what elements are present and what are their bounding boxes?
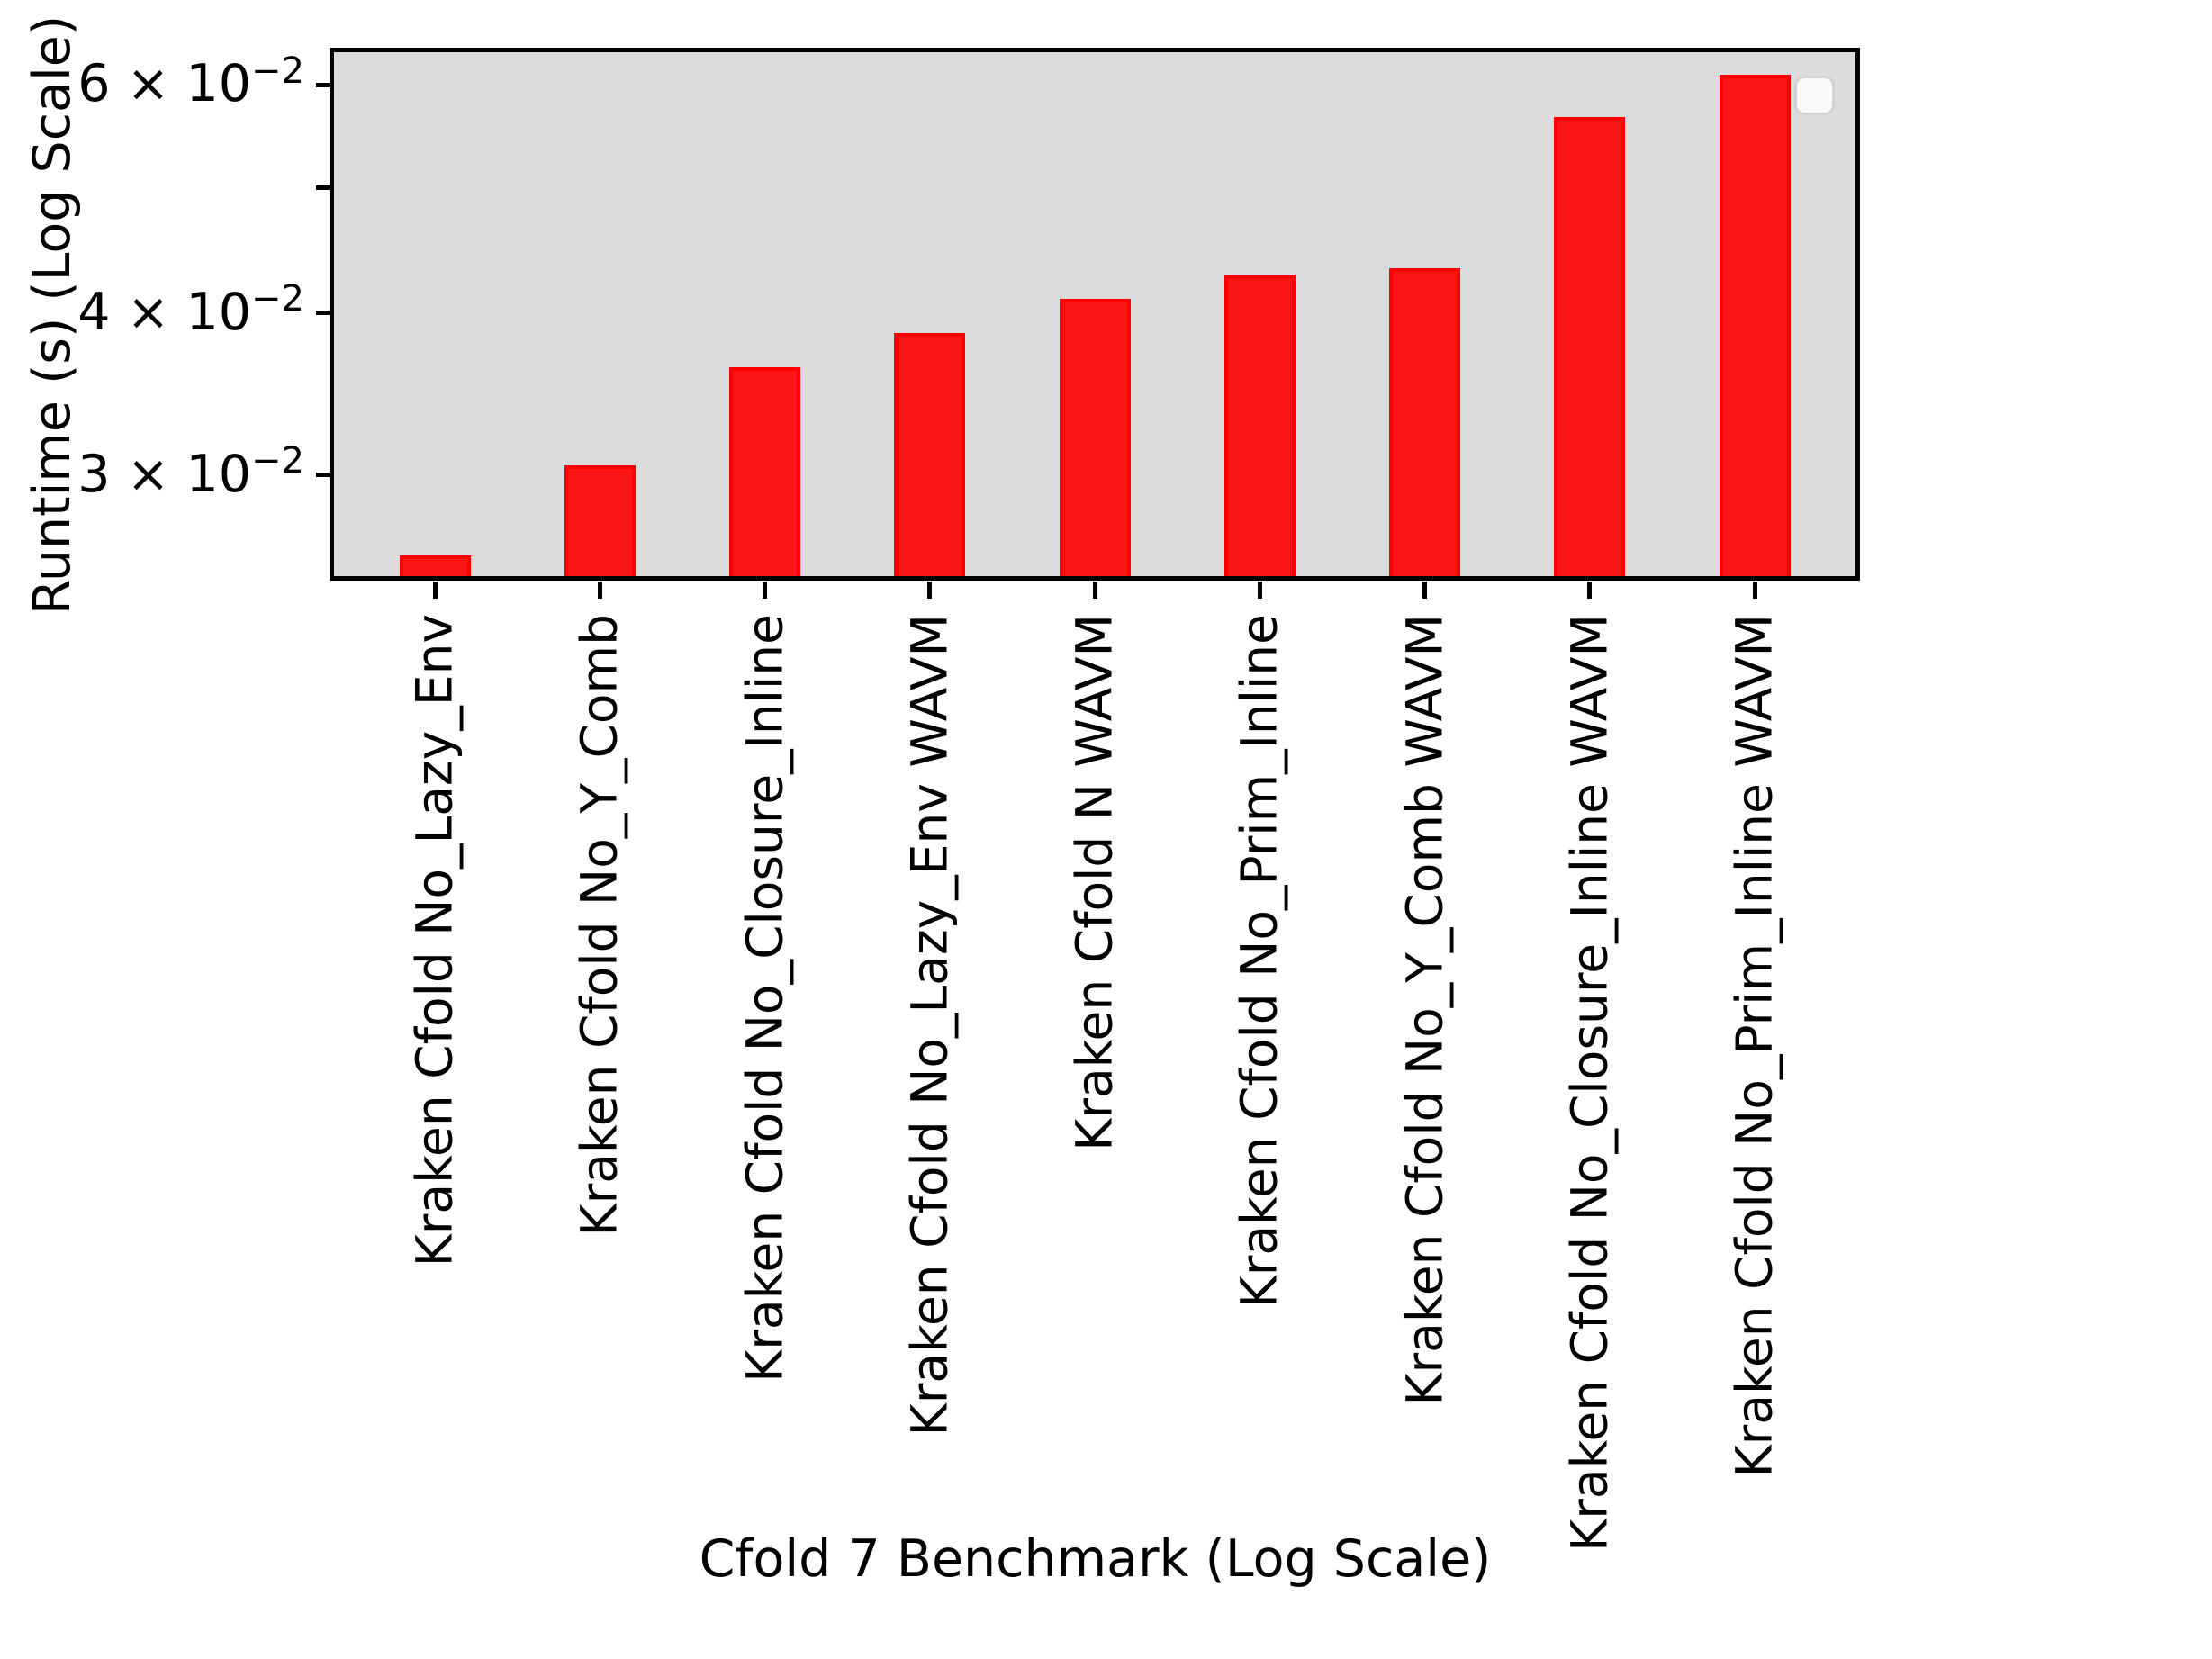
- x-tick-mark-6: [1257, 582, 1262, 599]
- bar-5: [1059, 299, 1131, 580]
- x-tick-mark-5: [1092, 582, 1097, 599]
- y-tick-mark-4: [316, 473, 333, 478]
- x-tick-mark-4: [927, 582, 933, 599]
- bar-9: [1719, 75, 1791, 580]
- y-tick-mantissa: 3 × 10: [77, 444, 252, 504]
- y-tick-label-1: 6 × 10−2: [0, 50, 304, 115]
- x-tick-label-3: Kraken Cfold No_Closure_Inline: [735, 614, 793, 1383]
- x-tick-label-6: Kraken Cfold No_Prim_Inline: [1230, 614, 1288, 1309]
- x-axis-title: Cfold 7 Benchmark (Log Scale): [699, 1529, 1492, 1589]
- y-tick-exponent: −2: [251, 50, 304, 92]
- y-tick-mantissa: 4 × 10: [77, 282, 252, 342]
- bar-6: [1223, 275, 1296, 580]
- legend-box: [1794, 76, 1835, 115]
- x-tick-label-4: Kraken Cfold No_Lazy_Env WAVM: [900, 614, 959, 1437]
- x-tick-label-9: Kraken Cfold No_Prim_Inline WAVM: [1725, 614, 1783, 1478]
- bar-3: [729, 367, 800, 580]
- bar-1: [399, 555, 471, 580]
- x-tick-label-8: Kraken Cfold No_Closure_Inline WAVM: [1560, 614, 1619, 1552]
- x-tick-label-7: Kraken Cfold No_Y_Comb WAVM: [1395, 614, 1453, 1406]
- x-tick-mark-9: [1752, 582, 1757, 599]
- bar-7: [1389, 268, 1460, 580]
- x-tick-mark-7: [1422, 582, 1427, 599]
- x-tick-label-5: Kraken Cfold N WAVM: [1065, 614, 1124, 1151]
- bar-2: [564, 465, 636, 580]
- bar-8: [1554, 116, 1626, 580]
- y-axis-title: Runtime (s) (Log Scale): [23, 14, 82, 616]
- x-tick-mark-2: [597, 582, 602, 599]
- y-tick-mark-1: [316, 82, 333, 87]
- x-tick-mark-1: [432, 582, 438, 599]
- y-tick-mark-2: [316, 185, 333, 190]
- y-tick-mantissa: 6 × 10: [77, 54, 252, 114]
- x-tick-mark-8: [1587, 582, 1593, 599]
- y-tick-mark-3: [316, 311, 333, 316]
- y-tick-exponent: −2: [251, 439, 304, 482]
- y-tick-label-3: 4 × 10−2: [0, 278, 304, 344]
- x-tick-label-2: Kraken Cfold No_Y_Comb: [570, 614, 628, 1237]
- y-tick-label-4: 3 × 10−2: [0, 440, 304, 506]
- x-tick-mark-3: [763, 582, 767, 599]
- y-tick-exponent: −2: [251, 277, 304, 320]
- x-tick-label-1: Kraken Cfold No_Lazy_Env: [405, 614, 464, 1267]
- bar-4: [894, 333, 966, 580]
